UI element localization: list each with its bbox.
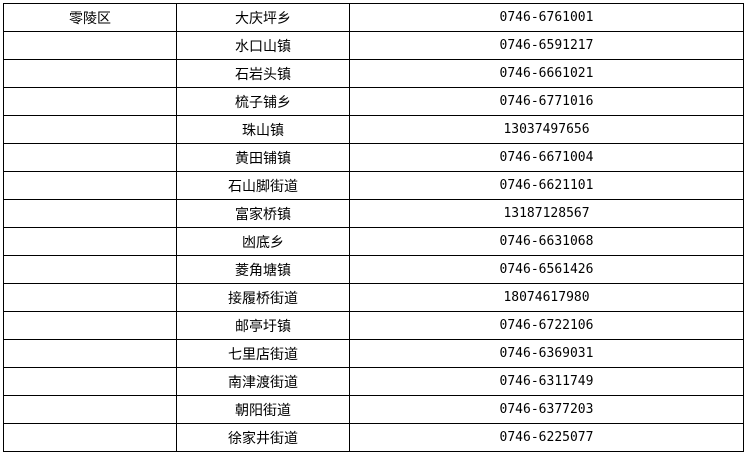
phone-cell: 18074617980 — [349, 283, 744, 312]
town-cell: 凼底乡 — [176, 227, 350, 256]
district-cell — [3, 367, 177, 396]
phone-cell: 0746-6761001 — [349, 3, 744, 32]
phone-cell: 0746-6311749 — [349, 367, 744, 396]
district-cell — [3, 115, 177, 144]
table-row: 七里店街道 0746-6369031 — [3, 339, 744, 368]
phone-cell: 0746-6225077 — [349, 423, 744, 452]
table-row: 凼底乡 0746-6631068 — [3, 227, 744, 256]
phone-cell: 0746-6722106 — [349, 311, 744, 340]
district-cell — [3, 395, 177, 424]
table-row: 黄田铺镇 0746-6671004 — [3, 143, 744, 172]
district-cell — [3, 227, 177, 256]
town-cell: 大庆坪乡 — [176, 3, 350, 32]
table-row: 南津渡街道 0746-6311749 — [3, 367, 744, 396]
town-cell: 石岩头镇 — [176, 59, 350, 88]
phone-cell: 0746-6631068 — [349, 227, 744, 256]
table-row: 邮亭圩镇 0746-6722106 — [3, 311, 744, 340]
phone-cell: 13187128567 — [349, 199, 744, 228]
district-cell — [3, 255, 177, 284]
town-cell: 菱角塘镇 — [176, 255, 350, 284]
table-row: 梳子铺乡 0746-6771016 — [3, 87, 744, 116]
district-cell — [3, 423, 177, 452]
table-row: 菱角塘镇 0746-6561426 — [3, 255, 744, 284]
district-cell — [3, 31, 177, 60]
district-cell — [3, 143, 177, 172]
phone-cell: 0746-6591217 — [349, 31, 744, 60]
district-cell — [3, 339, 177, 368]
table-row: 石山脚街道 0746-6621101 — [3, 171, 744, 200]
town-cell: 接履桥街道 — [176, 283, 350, 312]
phone-cell: 0746-6377203 — [349, 395, 744, 424]
district-cell — [3, 199, 177, 228]
town-cell: 南津渡街道 — [176, 367, 350, 396]
town-cell: 富家桥镇 — [176, 199, 350, 228]
table-row: 水口山镇 0746-6591217 — [3, 31, 744, 60]
town-cell: 黄田铺镇 — [176, 143, 350, 172]
phone-cell: 0746-6561426 — [349, 255, 744, 284]
table-row: 徐家井街道 0746-6225077 — [3, 423, 744, 452]
table-row: 富家桥镇 13187128567 — [3, 199, 744, 228]
district-cell — [3, 171, 177, 200]
town-cell: 朝阳街道 — [176, 395, 350, 424]
town-cell: 邮亭圩镇 — [176, 311, 350, 340]
phone-cell: 0746-6671004 — [349, 143, 744, 172]
district-cell — [3, 59, 177, 88]
table-row: 石岩头镇 0746-6661021 — [3, 59, 744, 88]
table-row: 接履桥街道 18074617980 — [3, 283, 744, 312]
phone-cell: 0746-6771016 — [349, 87, 744, 116]
phone-cell: 0746-6369031 — [349, 339, 744, 368]
contact-table: 零陵区 大庆坪乡 0746-6761001 水口山镇 0746-6591217 石岩头镇 0… — [3, 3, 744, 452]
table-row: 珠山镇 13037497656 — [3, 115, 744, 144]
town-cell: 石山脚街道 — [176, 171, 350, 200]
district-cell — [3, 283, 177, 312]
district-cell: 零陵区 — [3, 3, 177, 32]
table-row: 朝阳街道 0746-6377203 — [3, 395, 744, 424]
town-cell: 水口山镇 — [176, 31, 350, 60]
phone-cell: 13037497656 — [349, 115, 744, 144]
town-cell: 梳子铺乡 — [176, 87, 350, 116]
phone-cell: 0746-6621101 — [349, 171, 744, 200]
town-cell: 七里店街道 — [176, 339, 350, 368]
table-row: 零陵区 大庆坪乡 0746-6761001 — [3, 3, 744, 32]
phone-cell: 0746-6661021 — [349, 59, 744, 88]
district-cell — [3, 87, 177, 116]
town-cell: 徐家井街道 — [176, 423, 350, 452]
district-cell — [3, 311, 177, 340]
town-cell: 珠山镇 — [176, 115, 350, 144]
